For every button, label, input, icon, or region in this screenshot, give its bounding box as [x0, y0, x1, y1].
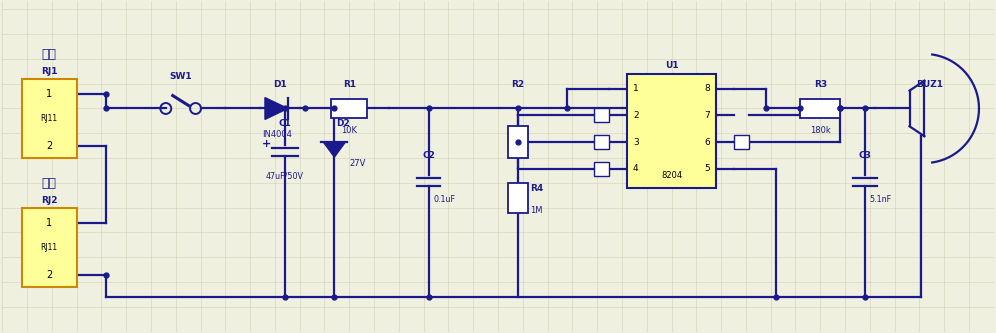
Text: RJ1: RJ1	[41, 67, 58, 76]
Text: D1: D1	[273, 80, 287, 89]
Text: 6: 6	[704, 138, 710, 147]
Bar	[595, 162, 610, 176]
Bar	[22, 79, 77, 158]
Text: 7: 7	[704, 111, 710, 120]
Text: 180K: 180K	[507, 126, 529, 135]
Text: RJ2: RJ2	[41, 196, 58, 205]
Text: C1: C1	[278, 119, 291, 128]
Bar	[332, 99, 368, 119]
Bar	[801, 99, 840, 119]
Text: 47uF/50V: 47uF/50V	[266, 171, 304, 180]
Text: SW1: SW1	[169, 72, 192, 81]
Text: 8: 8	[704, 84, 710, 93]
Text: C3: C3	[859, 151, 872, 160]
Text: +: +	[262, 139, 272, 149]
Text: 3: 3	[633, 138, 638, 147]
Text: R4: R4	[530, 184, 543, 193]
Text: 分机: 分机	[42, 177, 57, 190]
Bar	[595, 135, 610, 149]
Text: D2: D2	[337, 119, 351, 128]
Text: R1: R1	[343, 80, 356, 89]
Bar	[734, 135, 749, 149]
Text: RJ11: RJ11	[41, 243, 58, 252]
Text: IN4004: IN4004	[262, 130, 292, 139]
Text: 0.1uF: 0.1uF	[433, 195, 455, 204]
Text: 1M: 1M	[530, 206, 542, 215]
Text: BUZ1: BUZ1	[916, 80, 943, 89]
Bar	[508, 126, 528, 158]
Text: 1: 1	[46, 89, 53, 99]
Text: 8204: 8204	[661, 171, 682, 180]
Text: 2: 2	[46, 270, 53, 280]
Text: RJ11: RJ11	[41, 114, 58, 123]
Bar	[22, 208, 77, 287]
Text: 180k: 180k	[810, 126, 831, 135]
Bar	[595, 109, 610, 122]
Text: 4: 4	[633, 165, 638, 173]
Polygon shape	[265, 98, 288, 120]
Text: R3: R3	[814, 80, 827, 89]
Text: 1: 1	[633, 84, 638, 93]
Text: 外线: 外线	[42, 48, 57, 61]
Text: 27V: 27V	[350, 159, 366, 167]
Bar	[508, 183, 528, 212]
Polygon shape	[324, 142, 346, 157]
Text: 1: 1	[46, 217, 53, 227]
Text: R2: R2	[511, 80, 525, 89]
Text: 10K: 10K	[342, 126, 358, 135]
Text: 5.1nF: 5.1nF	[870, 195, 892, 204]
Text: U1: U1	[664, 61, 678, 70]
Bar	[626, 74, 716, 188]
Text: 5: 5	[704, 165, 710, 173]
Text: 2: 2	[633, 111, 638, 120]
Text: C2: C2	[422, 151, 435, 160]
Text: 2: 2	[46, 141, 53, 151]
